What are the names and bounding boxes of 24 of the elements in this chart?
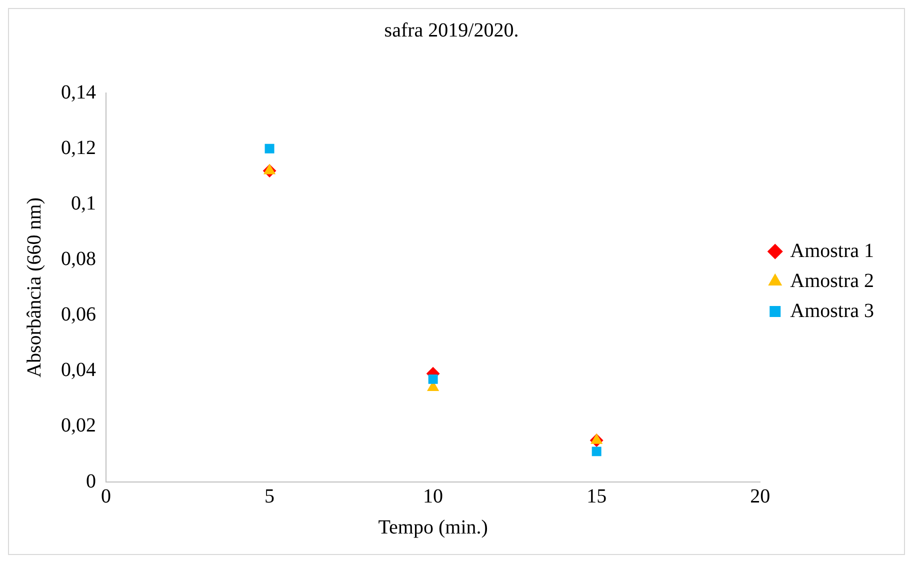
point <box>428 374 438 384</box>
point <box>590 434 602 444</box>
x-tick-label: 10 <box>423 485 444 508</box>
point <box>592 446 602 456</box>
x-tick-label: 0 <box>101 485 111 508</box>
y-tick-label: 0,04 <box>61 359 96 382</box>
legend-label: Amostra 1 <box>790 240 874 262</box>
legend-label: Amostra 2 <box>790 270 874 292</box>
y-tick-label: 0,12 <box>61 136 96 159</box>
y-tick-label: 0,06 <box>61 304 96 326</box>
legend-label: Amostra 3 <box>790 300 874 322</box>
x-tick-label: 20 <box>750 485 770 508</box>
x-axis-title: Tempo (min.) <box>378 516 488 538</box>
point <box>264 144 274 154</box>
y-tick-label: 0,02 <box>61 414 96 437</box>
y-tick-label: 0,14 <box>61 81 96 104</box>
x-tick-label: 5 <box>264 485 275 508</box>
point <box>264 164 276 174</box>
y-tick-label: 0,1 <box>71 192 96 214</box>
y-axis-title: Absorbância (660 nm) <box>23 198 46 378</box>
y-tick-label: 0 <box>86 470 96 492</box>
chart-title: safra 2019/2020. <box>384 19 519 42</box>
x-tick-label: 15 <box>586 485 607 508</box>
y-tick-label: 0,08 <box>61 248 96 270</box>
